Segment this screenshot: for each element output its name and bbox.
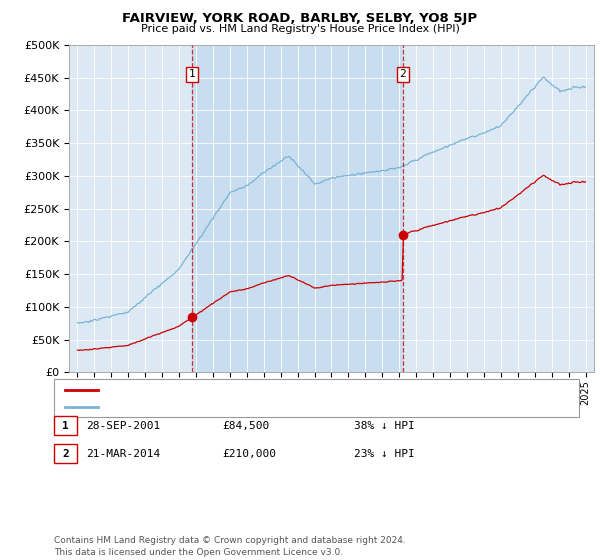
Text: FAIRVIEW, YORK ROAD, BARLBY, SELBY, YO8 5JP: FAIRVIEW, YORK ROAD, BARLBY, SELBY, YO8 … (122, 12, 478, 25)
Text: 23% ↓ HPI: 23% ↓ HPI (354, 449, 415, 459)
Text: 2: 2 (400, 69, 406, 80)
Text: 38% ↓ HPI: 38% ↓ HPI (354, 421, 415, 431)
Bar (192, 45, 403, 372)
Text: FAIRVIEW, YORK ROAD, BARLBY, SELBY, YO8 5JP (detached house): FAIRVIEW, YORK ROAD, BARLBY, SELBY, YO8 … (105, 385, 447, 395)
Text: 1: 1 (62, 421, 69, 431)
Text: £84,500: £84,500 (222, 421, 269, 431)
Text: HPI: Average price, detached house, North Yorkshire: HPI: Average price, detached house, Nort… (105, 402, 378, 412)
Text: Contains HM Land Registry data © Crown copyright and database right 2024.
This d: Contains HM Land Registry data © Crown c… (54, 536, 406, 557)
Text: 1: 1 (188, 69, 195, 80)
Text: 2: 2 (62, 449, 69, 459)
Text: 21-MAR-2014: 21-MAR-2014 (86, 449, 160, 459)
Text: 28-SEP-2001: 28-SEP-2001 (86, 421, 160, 431)
Text: £210,000: £210,000 (222, 449, 276, 459)
Text: Price paid vs. HM Land Registry's House Price Index (HPI): Price paid vs. HM Land Registry's House … (140, 24, 460, 34)
